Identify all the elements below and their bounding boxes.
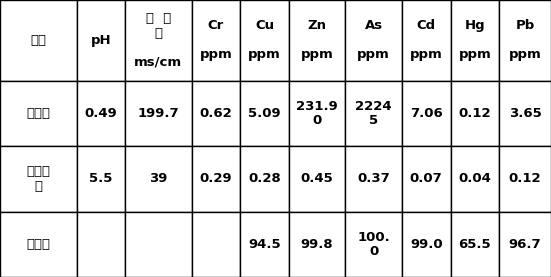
- Bar: [192, 146, 240, 212]
- Bar: [125, 0, 192, 81]
- Text: 沉淀出
水: 沉淀出 水: [26, 165, 50, 193]
- Bar: [125, 81, 192, 146]
- Text: As

ppm: As ppm: [357, 19, 390, 61]
- Bar: [345, 146, 402, 212]
- Bar: [289, 0, 345, 81]
- Bar: [125, 212, 192, 277]
- Text: 100.
0: 100. 0: [357, 230, 390, 258]
- Bar: [77, 0, 125, 81]
- Bar: [240, 81, 289, 146]
- Text: pH: pH: [90, 34, 111, 47]
- Text: 0.28: 0.28: [248, 172, 281, 185]
- Text: 231.9
0: 231.9 0: [296, 100, 338, 127]
- Bar: [0, 0, 77, 81]
- Text: 5.09: 5.09: [248, 107, 281, 120]
- Text: 0.12: 0.12: [458, 107, 491, 120]
- Bar: [0, 146, 77, 212]
- Text: 99.8: 99.8: [301, 238, 333, 251]
- Bar: [345, 81, 402, 146]
- Text: 94.5: 94.5: [248, 238, 281, 251]
- Bar: [192, 81, 240, 146]
- Text: 0.37: 0.37: [357, 172, 390, 185]
- Bar: [402, 0, 451, 81]
- Text: 电  导
率

ms/cm: 电 导 率 ms/cm: [134, 12, 182, 69]
- Text: Cu

ppm: Cu ppm: [248, 19, 281, 61]
- Text: 3.65: 3.65: [509, 107, 542, 120]
- Bar: [402, 81, 451, 146]
- Text: Cr

ppm: Cr ppm: [199, 19, 233, 61]
- Text: 96.7: 96.7: [509, 238, 542, 251]
- Bar: [240, 146, 289, 212]
- Text: 65.5: 65.5: [458, 238, 491, 251]
- Bar: [289, 81, 345, 146]
- Bar: [499, 212, 551, 277]
- Text: 5.5: 5.5: [89, 172, 112, 185]
- Text: 0.29: 0.29: [199, 172, 233, 185]
- Bar: [289, 212, 345, 277]
- Text: 39: 39: [149, 172, 168, 185]
- Text: 0.62: 0.62: [199, 107, 233, 120]
- Bar: [192, 0, 240, 81]
- Text: 0.49: 0.49: [84, 107, 117, 120]
- Text: 去除率: 去除率: [26, 238, 50, 251]
- Bar: [499, 146, 551, 212]
- Bar: [125, 146, 192, 212]
- Bar: [289, 146, 345, 212]
- Text: 0.12: 0.12: [509, 172, 542, 185]
- Text: 处理: 处理: [30, 34, 46, 47]
- Text: 199.7: 199.7: [138, 107, 179, 120]
- Bar: [240, 0, 289, 81]
- Text: 污酸水: 污酸水: [26, 107, 50, 120]
- Text: 0.04: 0.04: [458, 172, 491, 185]
- Bar: [0, 81, 77, 146]
- Text: 7.06: 7.06: [410, 107, 442, 120]
- Bar: [345, 212, 402, 277]
- Bar: [77, 81, 125, 146]
- Text: Pb

ppm: Pb ppm: [509, 19, 542, 61]
- Text: Hg

ppm: Hg ppm: [458, 19, 491, 61]
- Bar: [499, 81, 551, 146]
- Bar: [0, 212, 77, 277]
- Bar: [402, 146, 451, 212]
- Text: 2224
5: 2224 5: [355, 100, 392, 127]
- Bar: [451, 0, 499, 81]
- Bar: [499, 0, 551, 81]
- Text: Zn

ppm: Zn ppm: [301, 19, 333, 61]
- Bar: [77, 146, 125, 212]
- Bar: [451, 146, 499, 212]
- Bar: [192, 212, 240, 277]
- Text: 0.07: 0.07: [410, 172, 442, 185]
- Bar: [451, 81, 499, 146]
- Bar: [345, 0, 402, 81]
- Text: 0.45: 0.45: [301, 172, 333, 185]
- Text: Cd

ppm: Cd ppm: [410, 19, 442, 61]
- Bar: [402, 212, 451, 277]
- Bar: [240, 212, 289, 277]
- Text: 99.0: 99.0: [410, 238, 442, 251]
- Bar: [77, 212, 125, 277]
- Bar: [451, 212, 499, 277]
